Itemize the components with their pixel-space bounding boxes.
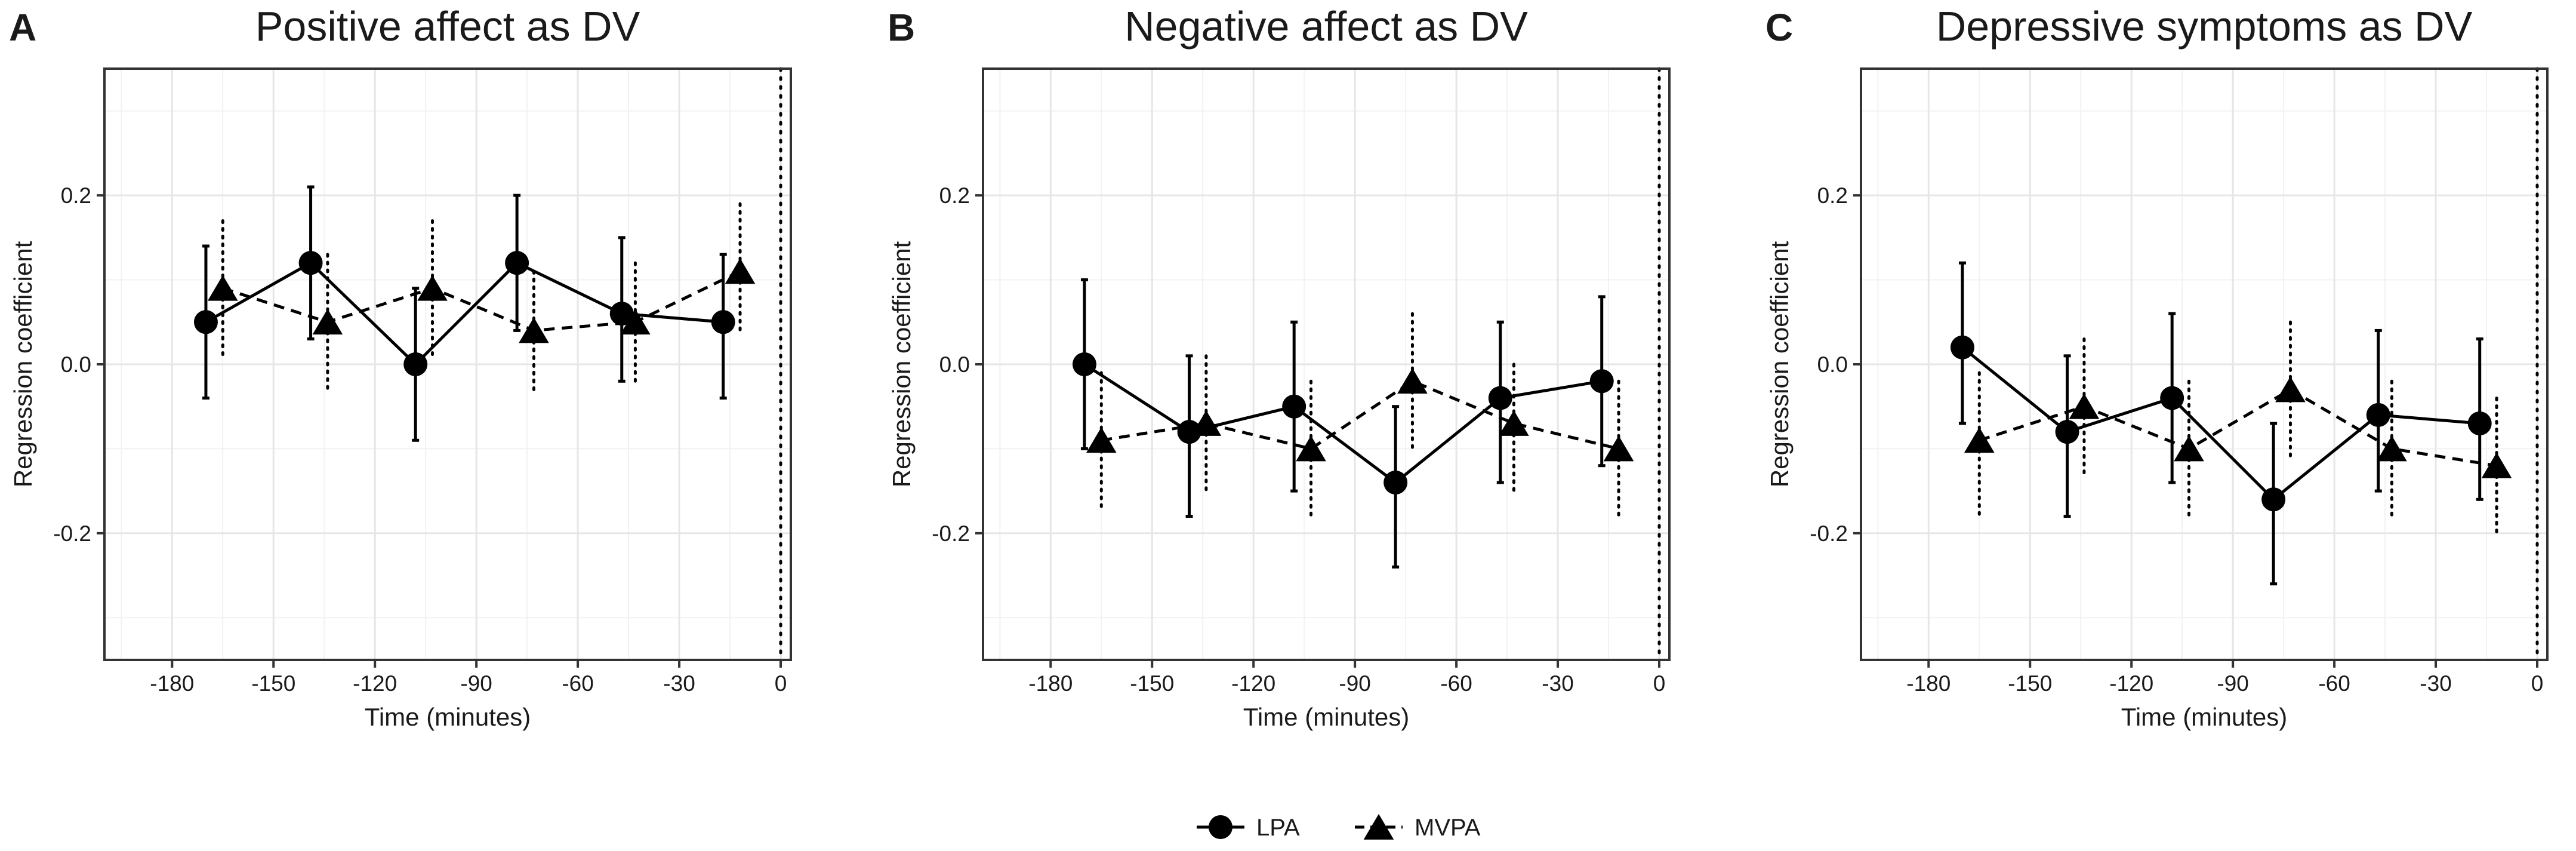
x-tick-label: -30 bbox=[1542, 671, 1573, 696]
data-point-mvpa bbox=[1964, 427, 1995, 453]
data-point-lpa bbox=[403, 352, 428, 376]
data-point-mvpa bbox=[620, 309, 651, 335]
data-point-lpa bbox=[2261, 487, 2286, 512]
x-axis-title: Time (minutes) bbox=[1243, 703, 1409, 731]
x-tick-label: 0 bbox=[2531, 671, 2544, 696]
data-point-mvpa bbox=[2481, 452, 2512, 478]
x-tick-label: -180 bbox=[150, 671, 194, 696]
x-tick-label: -60 bbox=[1440, 671, 1472, 696]
data-point-lpa bbox=[2467, 411, 2492, 435]
x-tick-label: -90 bbox=[1339, 671, 1370, 696]
data-point-lpa bbox=[1589, 369, 1614, 394]
x-tick-label: -120 bbox=[2109, 671, 2153, 696]
legend: LPA MVPA bbox=[1197, 814, 1481, 841]
panel-a: -180 -150 -120 -90 -60 -30 0 -0.2 0.0 0.2 Time (mi… bbox=[9, 3, 792, 731]
x-tick-label: -180 bbox=[1906, 671, 1951, 696]
x-tick-label: -90 bbox=[2217, 671, 2248, 696]
panel-title: Depressive symptoms as DV bbox=[1936, 3, 2473, 50]
data-point-lpa bbox=[2055, 420, 2079, 444]
data-point-mvpa bbox=[2174, 435, 2204, 462]
legend-label-lpa: LPA bbox=[1256, 815, 1300, 841]
data-point-mvpa bbox=[519, 317, 549, 343]
panel-label: B bbox=[888, 6, 915, 49]
y-tick-label: -0.2 bbox=[932, 521, 970, 546]
x-axis-title: Time (minutes) bbox=[365, 703, 531, 731]
x-axis-title: Time (minutes) bbox=[2121, 703, 2287, 731]
data-point-mvpa bbox=[417, 275, 448, 301]
x-tick-label: -150 bbox=[1130, 671, 1174, 696]
x-tick-label: -180 bbox=[1028, 671, 1073, 696]
series-line-lpa bbox=[1083, 362, 1603, 484]
x-tick-label: 0 bbox=[775, 671, 787, 696]
data-point-mvpa bbox=[2069, 393, 2100, 419]
data-point-mvpa bbox=[725, 258, 756, 284]
data-point-mvpa bbox=[2377, 435, 2407, 462]
x-tick-label: -150 bbox=[2008, 671, 2052, 696]
data-point-mvpa bbox=[312, 309, 343, 335]
series-line-mvpa bbox=[1979, 388, 2497, 468]
x-tick-label: -30 bbox=[663, 671, 695, 696]
series-line-mvpa bbox=[1101, 379, 1619, 450]
y-tick-label: 0.2 bbox=[1817, 183, 1848, 208]
y-tick-label: 0.0 bbox=[1817, 352, 1848, 377]
data-point-mvpa bbox=[1499, 410, 1529, 436]
panel-b: -180 -150 -120 -90 -60 -30 0 -0.2 0.0 0.2 Time (mi… bbox=[888, 3, 1671, 731]
data-point-lpa bbox=[711, 310, 735, 334]
data-point-mvpa bbox=[1296, 435, 1326, 462]
x-tick-label: -30 bbox=[2420, 671, 2451, 696]
x-tick-label: -60 bbox=[2318, 671, 2350, 696]
x-tick-label: -120 bbox=[1231, 671, 1275, 696]
series-line-mvpa bbox=[222, 270, 741, 332]
y-tick-label: 0.2 bbox=[939, 183, 970, 208]
x-tick-label: -90 bbox=[460, 671, 492, 696]
panels: -180 -150 -120 -90 -60 -30 0 -0.2 0.0 0.2 Time (mi… bbox=[9, 3, 2549, 731]
data-point-mvpa bbox=[1603, 435, 1634, 462]
x-tick-label: 0 bbox=[1653, 671, 1666, 696]
y-axis-title: Regression coefficient bbox=[1765, 241, 1794, 487]
data-point-lpa bbox=[609, 302, 634, 326]
panel-label: C bbox=[1765, 6, 1793, 49]
data-point-lpa bbox=[1488, 386, 1512, 410]
data-point-lpa bbox=[1383, 471, 1408, 494]
panel-label: A bbox=[9, 6, 36, 49]
data-point-lpa bbox=[2160, 386, 2184, 410]
data-point-lpa bbox=[1950, 335, 1974, 360]
x-tick-label: -150 bbox=[251, 671, 295, 696]
y-axis-title: Regression coefficient bbox=[9, 241, 37, 487]
y-tick-label: -0.2 bbox=[53, 521, 91, 546]
panel-c: -180 -150 -120 -90 -60 -30 0 -0.2 0.0 0.2 Time (mi… bbox=[1765, 3, 2549, 731]
x-tick-label: -120 bbox=[353, 671, 397, 696]
legend-label-mvpa: MVPA bbox=[1415, 815, 1481, 841]
data-point-mvpa bbox=[1397, 368, 1428, 394]
y-tick-label: 0.0 bbox=[61, 352, 91, 377]
y-tick-label: 0.2 bbox=[61, 183, 91, 208]
data-point-mvpa bbox=[207, 275, 238, 301]
legend-marker-lpa bbox=[1209, 815, 1232, 839]
panel-title: Negative affect as DV bbox=[1124, 3, 1528, 50]
data-point-lpa bbox=[2366, 403, 2390, 427]
data-point-lpa bbox=[505, 251, 529, 275]
data-point-mvpa bbox=[1086, 427, 1117, 453]
data-point-lpa bbox=[298, 251, 323, 275]
data-point-lpa bbox=[1282, 394, 1307, 419]
data-point-lpa bbox=[1072, 352, 1096, 376]
data-point-mvpa bbox=[1191, 410, 1222, 436]
y-axis-title: Regression coefficient bbox=[888, 241, 916, 487]
y-tick-label: 0.0 bbox=[939, 352, 970, 377]
data-point-lpa bbox=[193, 310, 218, 334]
data-point-mvpa bbox=[2275, 376, 2306, 403]
x-tick-label: -60 bbox=[562, 671, 593, 696]
y-tick-label: -0.2 bbox=[1810, 521, 1848, 546]
legend-marker-mvpa bbox=[1363, 814, 1394, 840]
panel-title: Positive affect as DV bbox=[255, 3, 640, 50]
